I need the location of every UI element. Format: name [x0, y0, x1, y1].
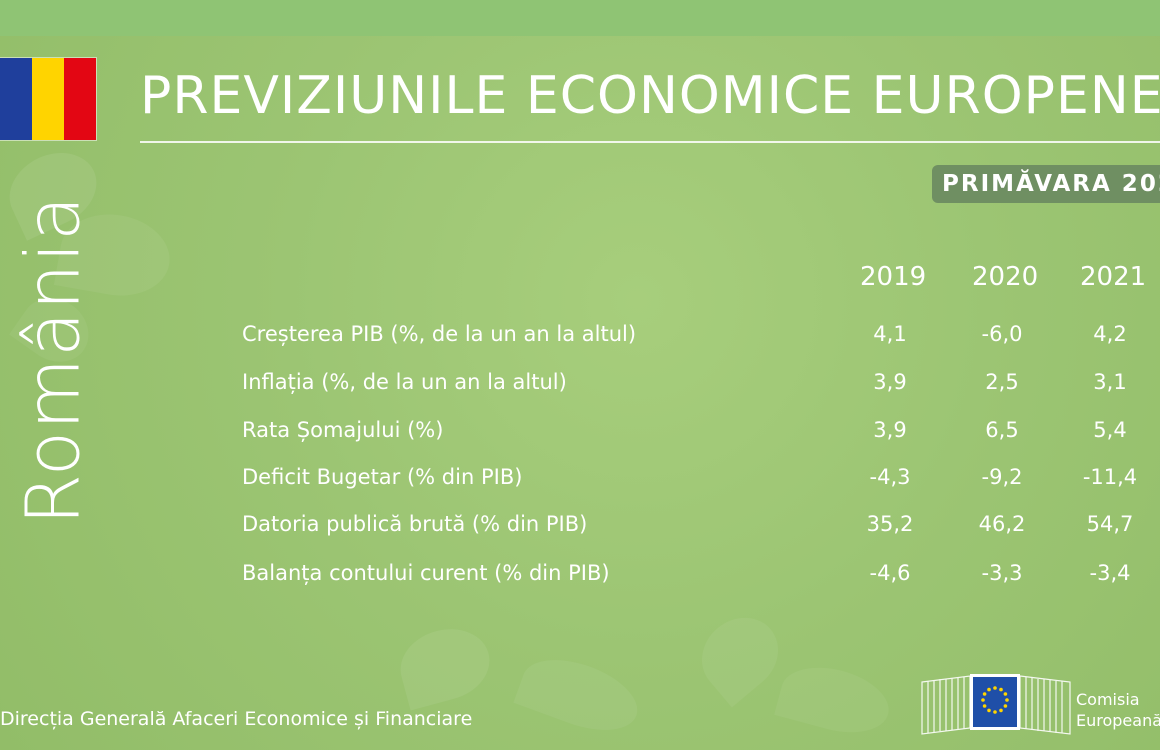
row-label-budget-deficit: Deficit Bugetar (% din PIB)	[242, 465, 523, 489]
row-label-gdp-growth: Creșterea PIB (%, de la un an la altul)	[242, 322, 637, 346]
table-cell: 3,9	[873, 370, 907, 394]
country-name: România	[10, 194, 97, 526]
table-cell: 35,2	[866, 512, 914, 536]
table-cell: 2,5	[985, 370, 1019, 394]
season-badge: PRIMĂVARA 2020	[932, 165, 1160, 203]
table-cell: -6,0	[981, 322, 1023, 346]
title-divider	[140, 141, 1160, 143]
table-cell: 4,1	[873, 322, 907, 346]
row-label-current-account: Balanța contului curent (% din PIB)	[242, 561, 610, 585]
eu-stars-icon	[981, 686, 1009, 714]
table-cell: 4,2	[1093, 322, 1127, 346]
flag-stripe-yellow	[32, 58, 64, 140]
romania-flag-icon	[0, 58, 96, 140]
foliage-decoration	[774, 656, 896, 744]
table-cell: -11,4	[1082, 465, 1138, 489]
year-header: 2021	[1080, 262, 1147, 292]
table-cell: -3,3	[981, 561, 1023, 585]
eu-flag-icon	[973, 677, 1017, 727]
flag-stripe-blue	[0, 58, 32, 140]
row-label-inflation: Inflația (%, de la un an la altul)	[242, 370, 567, 394]
foliage-decoration	[392, 619, 498, 711]
table-cell: 46,2	[978, 512, 1026, 536]
foliage-decoration	[513, 646, 647, 744]
logo-label-line2: Europeană	[1076, 711, 1160, 730]
table-cell: 54,7	[1086, 512, 1134, 536]
table-cell: 3,1	[1093, 370, 1127, 394]
table-cell: -3,4	[1089, 561, 1131, 585]
table-cell: 6,5	[985, 418, 1019, 442]
top-strip	[0, 0, 1160, 36]
table-cell: 5,4	[1093, 418, 1127, 442]
year-header: 2019	[860, 262, 927, 292]
page-title: PREVIZIUNILE ECONOMICE EUROPENE	[140, 66, 1160, 126]
foliage-decoration	[686, 602, 794, 708]
table-cell: -4,3	[869, 465, 911, 489]
footer-department: Direcția Generală Afaceri Economice și F…	[0, 708, 473, 730]
flag-stripe-red	[64, 58, 96, 140]
european-commission-logo	[921, 674, 1071, 735]
country-name-container: România	[8, 140, 98, 580]
building-graphic	[921, 675, 1071, 735]
row-label-public-debt: Datoria publică brută (% din PIB)	[242, 512, 588, 536]
table-cell: -9,2	[981, 465, 1023, 489]
year-header: 2020	[972, 262, 1039, 292]
logo-label-line1: Comisia	[1076, 690, 1140, 709]
table-cell: 3,9	[873, 418, 907, 442]
table-cell: -4,6	[869, 561, 911, 585]
row-label-unemployment: Rata Șomajului (%)	[242, 418, 444, 442]
